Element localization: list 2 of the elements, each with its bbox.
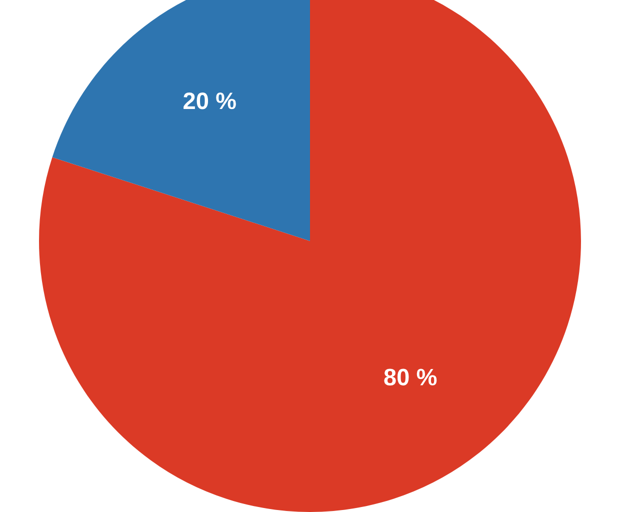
data-label: 80 % — [384, 368, 437, 386]
data-label: 20 % — [184, 92, 236, 110]
